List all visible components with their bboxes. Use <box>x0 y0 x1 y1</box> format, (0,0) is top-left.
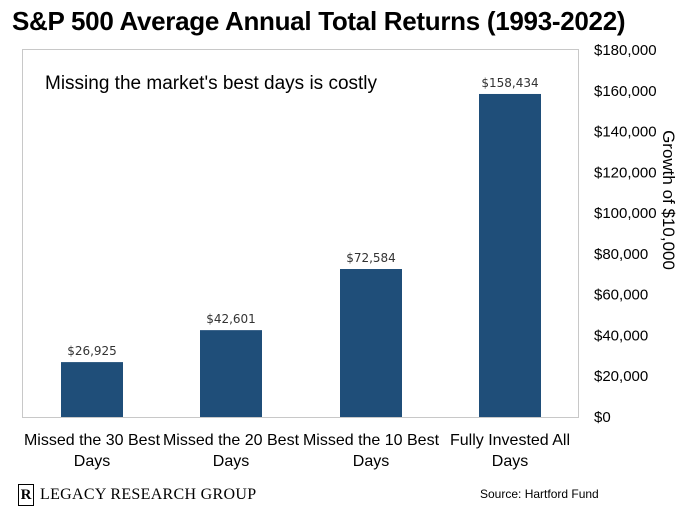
y-axis-title: Growth of $10,000 <box>659 130 678 270</box>
y-tick-label: $80,000 <box>594 246 648 263</box>
y-tick-label: $60,000 <box>594 287 648 304</box>
x-category-label: Missed the 30 Best Days <box>23 432 161 470</box>
logo-r-icon: R <box>18 484 34 506</box>
y-tick-label: $120,000 <box>594 164 657 181</box>
source-note: Source: Hartford Fund <box>480 487 599 501</box>
legacy-logo: R LEGACY RESEARCH GROUP <box>18 484 256 506</box>
y-tick-label: $20,000 <box>594 368 648 385</box>
bar <box>61 362 123 417</box>
y-tick-label: $160,000 <box>594 83 657 100</box>
plot-area <box>22 49 579 418</box>
bar-data-label: $42,601 <box>206 312 256 326</box>
bar-data-label: $72,584 <box>346 251 396 265</box>
y-tick-label: $40,000 <box>594 327 648 344</box>
y-tick-label: $140,000 <box>594 124 657 141</box>
x-category-label: Missed the 20 Best Days <box>162 432 300 470</box>
chart-subtitle: Missing the market's best days is costly <box>45 73 378 94</box>
bar <box>200 330 262 417</box>
x-category-label: Fully Invested All Days <box>449 432 571 470</box>
y-tick-label: $100,000 <box>594 205 657 222</box>
bar-data-label: $158,434 <box>481 76 538 90</box>
y-tick-label: $180,000 <box>594 42 657 59</box>
logo-text: LEGACY RESEARCH GROUP <box>40 486 257 503</box>
y-tick-label: $0 <box>594 409 611 426</box>
chart-title: S&P 500 Average Annual Total Returns (19… <box>12 6 626 36</box>
bar-data-label: $26,925 <box>67 344 117 358</box>
bar <box>340 269 402 417</box>
x-category-label: Missed the 10 Best Days <box>302 432 440 470</box>
bar <box>479 93 541 418</box>
